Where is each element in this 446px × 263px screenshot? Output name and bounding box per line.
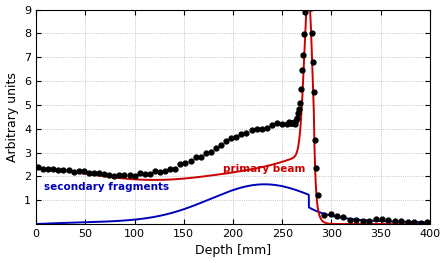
X-axis label: Depth [mm]: Depth [mm]	[195, 244, 271, 257]
Text: primary beam: primary beam	[223, 164, 306, 174]
Y-axis label: Arbitrary units: Arbitrary units	[5, 72, 19, 162]
Text: secondary fragments: secondary fragments	[44, 182, 169, 192]
